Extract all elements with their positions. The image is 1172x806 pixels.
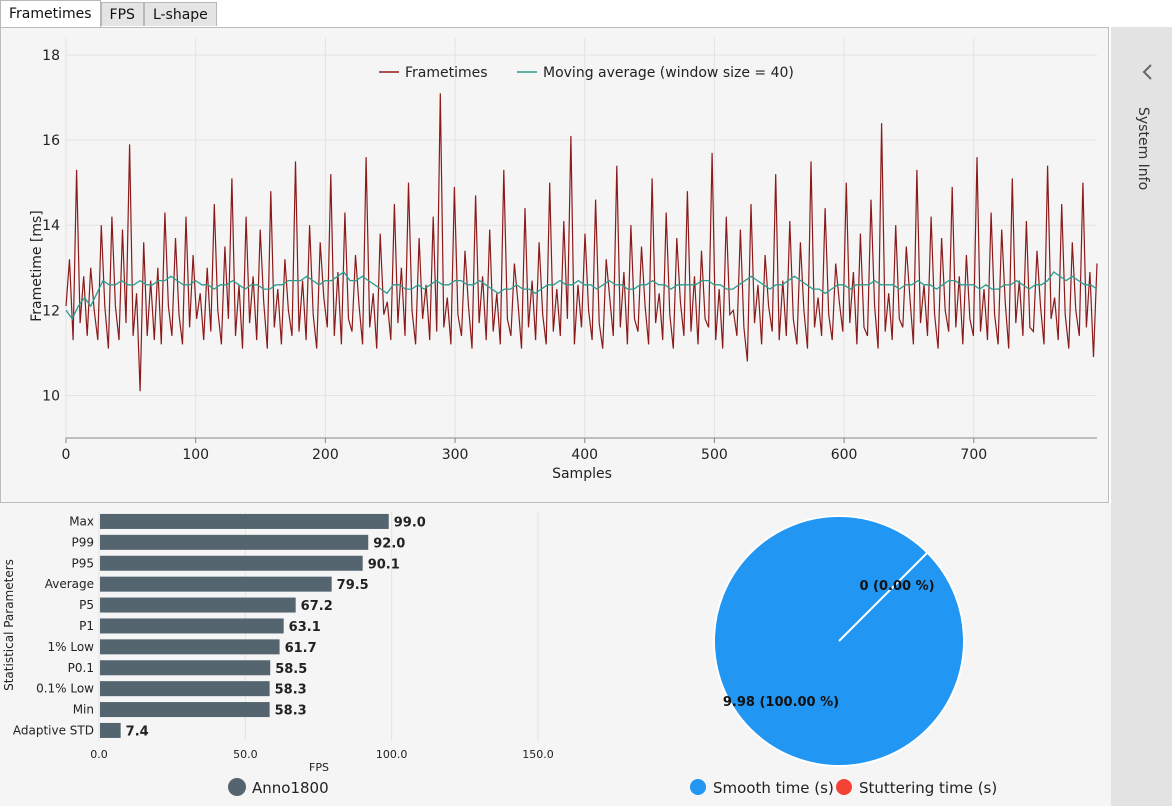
legend-anno1800-dot [228, 778, 246, 796]
statistics-area: Max 99.0 P99 92.0 P95 90.1 Average 79.5 P5 67.2 P1… [0, 503, 1111, 806]
y-tick-label: 16 [42, 133, 60, 149]
bar-max [100, 513, 389, 529]
tab-l-shape[interactable]: L-shape [143, 2, 217, 26]
chart-legend: Frametimes Moving average (window size =… [379, 65, 794, 81]
y-tick-label: 18 [42, 48, 60, 64]
pie-slice-stuttering [838, 552, 928, 642]
tab-bar: Frametimes FPS L-shape [0, 0, 217, 28]
x-tick-label: 100 [182, 447, 209, 463]
system-info-panel[interactable]: System Info [1111, 27, 1172, 806]
statistics-bar-chart: Max 99.0 P99 92.0 P95 90.1 Average 79.5 P5 67.2 P1… [2, 511, 554, 797]
legend-smooth-dot [690, 779, 706, 795]
bar-category-label: P95 [71, 556, 94, 570]
bar-value-label: 92.0 [373, 536, 405, 551]
bar-x-tick-label: 0.0 [90, 748, 108, 761]
bar-category-label: 1% Low [48, 640, 95, 654]
frametimes-series-line [65, 93, 1098, 392]
bar-x-axis-label: FPS [309, 761, 329, 774]
legend-stuttering-dot [836, 779, 852, 795]
x-tick-label: 700 [960, 447, 987, 463]
bar-value-label: 58.5 [275, 662, 307, 677]
bar-value-label: 58.3 [275, 704, 307, 719]
x-tick-label: 600 [831, 447, 858, 463]
bar-category-label: P99 [71, 535, 94, 549]
bar-category-label: P0.1 [68, 661, 94, 675]
bar-1-low [100, 639, 280, 655]
y-tick-label: 12 [42, 303, 60, 319]
x-tick-label: 200 [312, 447, 339, 463]
bar-average [100, 576, 332, 592]
bar-value-label: 7.4 [126, 724, 149, 739]
legend-stuttering-label: Stuttering time (s) [859, 779, 997, 797]
y-axis-label: Frametime [ms] [29, 210, 45, 322]
bar-p5 [100, 597, 296, 613]
bar-y-axis-label: Statistical Parameters [2, 559, 16, 691]
bar-category-label: Min [73, 703, 94, 717]
bar-value-label: 67.2 [301, 599, 333, 614]
stutter-pie-chart: 0 (0.00 %) 9.98 (100.00 %) Smooth time (… [690, 515, 997, 797]
y-tick-label: 10 [42, 388, 60, 404]
bar-value-label: 90.1 [368, 557, 400, 572]
bar-x-tick-label: 50.0 [233, 748, 258, 761]
bar-category-label: Adaptive STD [13, 723, 94, 737]
x-tick-label: 300 [442, 447, 469, 463]
bar-0-1-low [100, 681, 270, 697]
x-axis-label: Samples [552, 466, 612, 482]
bar-category-label: Average [45, 577, 94, 591]
x-tick-label: 400 [571, 447, 598, 463]
legend-smooth-label: Smooth time (s) [713, 779, 834, 797]
legend-anno1800-label: Anno1800 [252, 779, 329, 797]
y-tick-label: 14 [42, 218, 60, 234]
bar-min [100, 702, 270, 718]
bar-category-label: Max [69, 514, 94, 528]
x-tick-label: 500 [701, 447, 728, 463]
bar-p95 [100, 555, 363, 571]
bar-category-label: 0.1% Low [36, 682, 94, 696]
bar-x-tick-label: 150.0 [522, 748, 554, 761]
tab-frametimes[interactable]: Frametimes [0, 0, 101, 27]
x-tick-label: 0 [62, 447, 71, 463]
bar-value-label: 79.5 [337, 578, 369, 593]
bar-value-label: 99.0 [394, 515, 426, 530]
bar-x-tick-label: 100.0 [376, 748, 408, 761]
bar-adaptive-std [100, 722, 121, 738]
moving-average-series-line [65, 271, 1098, 321]
bar-value-label: 63.1 [289, 620, 321, 635]
frametime-chart: 10 12 14 16 18 0 100 200 300 400 500 600 700 Sample… [1, 28, 1108, 502]
bar-category-label: P5 [79, 598, 94, 612]
bar-value-label: 61.7 [285, 641, 317, 656]
system-info-title[interactable]: System Info [1135, 107, 1151, 191]
frametime-chart-panel: 10 12 14 16 18 0 100 200 300 400 500 600 700 Sample… [0, 27, 1109, 503]
bar-value-label: 58.3 [275, 683, 307, 698]
legend-frametimes-label: Frametimes [405, 65, 488, 81]
legend-moving-average-label: Moving average (window size = 40) [543, 65, 794, 81]
pie-label-smooth: 9.98 (100.00 %) [723, 695, 839, 710]
bar-p1 [100, 618, 284, 634]
bar-category-label: P1 [79, 619, 94, 633]
pie-label-stuttering: 0 (0.00 %) [859, 579, 934, 594]
bar-p0-1 [100, 660, 271, 676]
tab-fps[interactable]: FPS [100, 2, 144, 26]
bar-p99 [100, 534, 369, 550]
chevron-left-icon[interactable] [1133, 57, 1163, 87]
